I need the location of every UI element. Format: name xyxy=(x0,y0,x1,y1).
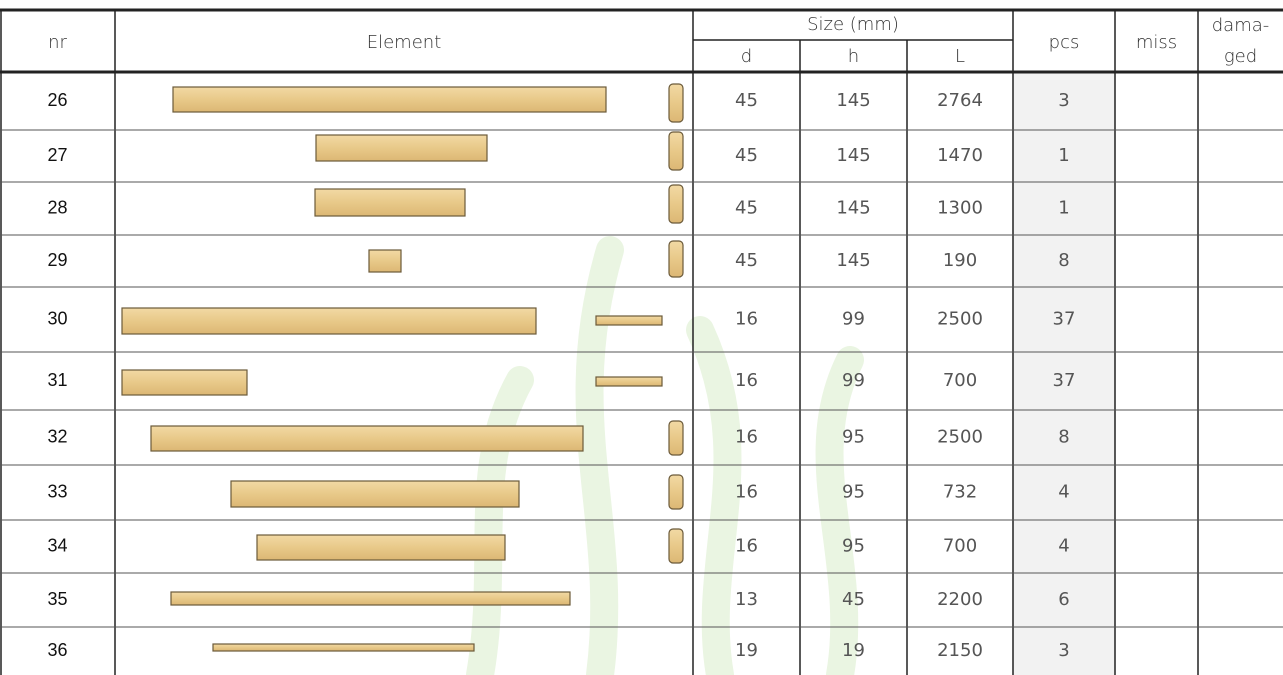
row-pcs: 4 xyxy=(1058,482,1069,503)
row-pcs: 37 xyxy=(1053,370,1076,391)
row-h: 19 xyxy=(842,640,865,661)
header-nr: nr xyxy=(48,32,67,53)
header-size: Size (mm) xyxy=(807,14,899,35)
row-nr: 31 xyxy=(47,370,67,390)
row-L: 2500 xyxy=(937,427,983,448)
row-h: 99 xyxy=(842,370,865,391)
row-d: 45 xyxy=(735,90,758,111)
board-profile xyxy=(669,475,683,509)
row-nr: 32 xyxy=(47,426,67,446)
row-L: 1300 xyxy=(937,198,983,219)
row-h: 95 xyxy=(842,536,865,557)
header-L: L xyxy=(955,46,965,67)
row-L: 2500 xyxy=(937,309,983,330)
row-d: 16 xyxy=(735,536,758,557)
board xyxy=(316,135,487,161)
row-h: 145 xyxy=(836,145,870,166)
board-profile xyxy=(669,421,683,455)
row-nr: 28 xyxy=(47,197,67,217)
row-L: 190 xyxy=(943,250,977,271)
row-L: 2150 xyxy=(937,640,983,661)
row-L: 700 xyxy=(943,536,977,557)
board-profile xyxy=(596,377,662,386)
row-d: 45 xyxy=(735,198,758,219)
row-h: 145 xyxy=(836,250,870,271)
board-profile xyxy=(669,132,683,170)
row-nr: 29 xyxy=(47,250,67,270)
board xyxy=(122,308,536,334)
row-d: 13 xyxy=(735,589,758,610)
row-h: 95 xyxy=(842,427,865,448)
header-damaged: dama- xyxy=(1212,15,1270,36)
row-h: 145 xyxy=(836,90,870,111)
board-profile xyxy=(669,241,683,277)
board xyxy=(231,481,519,507)
board-profile xyxy=(669,185,683,223)
header-pcs: pcs xyxy=(1049,32,1080,53)
row-d: 16 xyxy=(735,482,758,503)
board xyxy=(151,426,583,451)
row-h: 145 xyxy=(836,198,870,219)
board xyxy=(369,250,401,272)
row-pcs: 37 xyxy=(1053,309,1076,330)
row-d: 19 xyxy=(735,640,758,661)
row-h: 45 xyxy=(842,589,865,610)
row-pcs: 1 xyxy=(1058,198,1069,219)
board xyxy=(173,87,606,112)
row-L: 1470 xyxy=(937,145,983,166)
board-profile xyxy=(596,316,662,325)
row-d: 16 xyxy=(735,427,758,448)
board xyxy=(315,189,465,216)
row-pcs: 3 xyxy=(1058,90,1069,111)
row-nr: 36 xyxy=(47,640,67,660)
row-d: 16 xyxy=(735,370,758,391)
row-d: 16 xyxy=(735,309,758,330)
row-pcs: 6 xyxy=(1058,589,1069,610)
header-h: h xyxy=(848,46,859,67)
row-nr: 30 xyxy=(47,308,67,328)
header-miss: miss xyxy=(1136,32,1177,53)
row-pcs: 8 xyxy=(1058,427,1069,448)
header-element: Element xyxy=(367,32,442,53)
row-nr: 27 xyxy=(47,145,67,165)
row-pcs: 1 xyxy=(1058,145,1069,166)
board xyxy=(213,644,474,651)
header-d: d xyxy=(741,46,752,67)
row-h: 99 xyxy=(842,309,865,330)
board-profile xyxy=(669,529,683,563)
header-damaged: ged xyxy=(1224,46,1257,67)
row-nr: 35 xyxy=(47,589,67,609)
board xyxy=(171,592,570,605)
row-d: 45 xyxy=(735,145,758,166)
board-profile xyxy=(669,84,683,122)
row-L: 700 xyxy=(943,370,977,391)
row-d: 45 xyxy=(735,250,758,271)
row-pcs: 3 xyxy=(1058,640,1069,661)
row-h: 95 xyxy=(842,482,865,503)
row-pcs: 8 xyxy=(1058,250,1069,271)
board xyxy=(257,535,505,560)
parts-table: nr Element Size (mm) d h Lpcs miss dama-ged 26 45… xyxy=(0,0,1283,675)
row-nr: 26 xyxy=(47,90,67,110)
row-L: 732 xyxy=(943,482,977,503)
row-pcs: 4 xyxy=(1058,536,1069,557)
row-nr: 33 xyxy=(47,481,67,501)
row-L: 2764 xyxy=(937,90,983,111)
row-L: 2200 xyxy=(937,589,983,610)
board xyxy=(122,370,247,395)
row-nr: 34 xyxy=(47,535,67,555)
